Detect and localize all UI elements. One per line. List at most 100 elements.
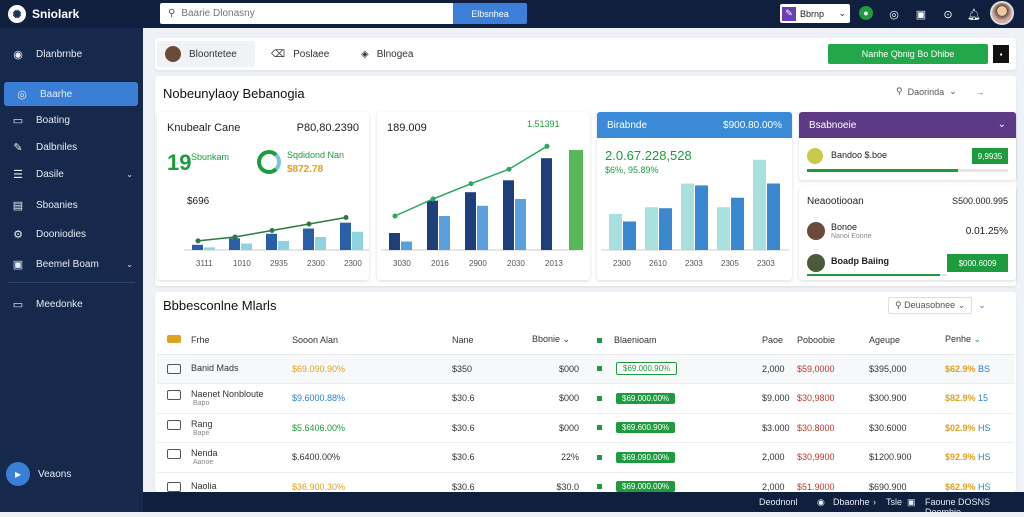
edit-icon: ✎: [13, 141, 23, 154]
footer-mid1[interactable]: Dbaonhe: [833, 497, 870, 507]
search-box[interactable]: ⚲: [160, 3, 454, 24]
penhe-tail: HS: [978, 481, 991, 492]
brand-logo[interactable]: ✺ Sniolark: [0, 5, 143, 23]
row-label: Bonoe: [831, 222, 858, 232]
tab-0[interactable]: Bloontetee: [157, 41, 255, 67]
bar-highlight: [569, 150, 583, 250]
column-header[interactable]: Sooon Alan: [292, 326, 452, 355]
panel-controls[interactable]: ⚲ Daorinda ⌄ →: [896, 86, 985, 97]
status-badge[interactable]: $69.000.90%: [616, 362, 678, 376]
sidebar: ◉ Dlanbrnbe ◎ Baarhe ▭ Boating ✎ Dalbniles ☰…: [0, 28, 143, 512]
column-label: Blaenioam: [614, 334, 657, 345]
sidebar-item-6[interactable]: ⚙ Dooniodies: [0, 222, 143, 246]
table-row[interactable]: Rang Bape $5.6406.00% $30.6 $000 $69.600.90% $…: [157, 413, 1014, 443]
donut-label: Sqdidond Nan: [287, 150, 345, 160]
status-dot: [597, 395, 602, 401]
column-header[interactable]: Penhe ⌄: [945, 326, 1014, 355]
sidebar-item-8[interactable]: ▭ Meedonke: [0, 292, 143, 316]
footer-right[interactable]: Faoune DOSNS Deemhie: [925, 497, 991, 517]
row-button[interactable]: $000.6009: [947, 254, 1008, 272]
cell-badge: $69.600.90%: [597, 413, 762, 443]
bell-icon[interactable]: 🔔︎: [967, 8, 981, 21]
user-avatar[interactable]: [990, 1, 1014, 25]
avatar: [165, 46, 181, 62]
row-name: Naenet Nonbloute: [191, 389, 264, 400]
row-label: Boadp Baiing: [831, 256, 889, 266]
sidebar-item-0[interactable]: ◉ Dlanbrnbe: [0, 42, 143, 66]
trend-point-0: [195, 238, 201, 244]
sidebar-item-1[interactable]: ◎ Baarhe: [4, 82, 138, 106]
column-header[interactable]: Blaenioam: [597, 326, 762, 355]
chevron-down-icon[interactable]: ⌄: [978, 300, 986, 310]
settings-icon: ⚙: [13, 228, 23, 241]
sidebar-item-label: Sboanies: [36, 199, 78, 211]
sidebar-item-label: Meedonke: [36, 298, 83, 310]
x-tick-label: 3030: [393, 259, 411, 268]
bar-series1-3: [731, 197, 744, 250]
tag-icon: ⌫: [271, 48, 286, 60]
search-button[interactable]: Elbsnhea: [453, 3, 527, 24]
tab-label: Blnogea: [376, 48, 414, 60]
sidebar-item-3[interactable]: ✎ Dalbniles: [0, 135, 143, 159]
row-icon: [167, 482, 181, 493]
column-header[interactable]: Nane: [452, 326, 532, 355]
table-row[interactable]: Banid Mads $69.090.90% $350 $000 $69.000.90%…: [157, 354, 1014, 384]
calendar-icon[interactable]: ▣: [915, 8, 927, 21]
card-title: Bsabnoeie: [809, 120, 857, 131]
cell-name: Banid Mads: [157, 354, 292, 384]
table-title: Bbbesconlne Mlarls: [163, 298, 277, 313]
x-tick-label: 2300: [344, 259, 362, 268]
workspace-selector[interactable]: ✎ Bbrnp ⌄: [780, 4, 850, 23]
cell-name: Nenda Aanoe: [157, 442, 292, 473]
status-badge[interactable]: $69.000.00%: [616, 481, 676, 493]
cell-bbonie: 22%: [532, 442, 597, 473]
column-header[interactable]: Paoe: [762, 326, 797, 355]
tab-2[interactable]: ◈ Blnogea: [353, 41, 421, 67]
alert-icon[interactable]: ⊙: [943, 8, 953, 21]
chevron-down-icon: ⌄: [126, 259, 133, 269]
notification-icon[interactable]: ●: [859, 6, 873, 20]
table-row[interactable]: Nenda Aanoe $.6400.00% $30.6 22% $69.090.00% 2…: [157, 442, 1014, 473]
column-header[interactable]: Bbonie ⌄: [532, 326, 597, 355]
cell-paoe: 2,000: [762, 354, 797, 384]
sidebar-item-5[interactable]: ▤ Sboanies: [0, 193, 143, 217]
chart-card-1: Knubealr Cane P80,80.2390 19 Sbunkam $69…: [157, 112, 369, 280]
column-header[interactable]: Poboobie: [797, 326, 869, 355]
card-value: P80,80.2390: [296, 122, 359, 134]
row-button[interactable]: 9,9935: [972, 148, 1008, 164]
status-badge[interactable]: $69.000.00%: [616, 392, 676, 404]
table-controls: ⚲ Deuasobnee ⌄ ⌄: [888, 297, 986, 314]
bar-series0-0: [609, 213, 622, 250]
tab-1[interactable]: ⌫ Poslaee: [263, 41, 337, 67]
cell-ageupe: $1200.900: [869, 442, 945, 473]
chart-2-svg: 3030 2016 2900 2030 2013: [381, 143, 583, 268]
cell-poboobie: $59,0000: [797, 354, 869, 384]
folder-icon: [167, 334, 181, 343]
column-header[interactable]: Frhe: [157, 326, 292, 355]
bar-series1-2: [477, 205, 488, 250]
primary-action-button[interactable]: Nanhe Qbnig Bo Dhibe: [828, 44, 988, 64]
bar-series1-1: [241, 243, 252, 250]
help-icon[interactable]: ◎: [889, 8, 899, 21]
table-row[interactable]: Naenet Nonbloute Bapo $9.6000.88% $30.6 $000…: [157, 383, 1014, 414]
status-badge[interactable]: $69.600.90%: [616, 422, 676, 434]
sidebar-item-7[interactable]: ▣ Beemel Boam ⌄: [0, 252, 143, 276]
footer-mid2[interactable]: Tsle: [886, 497, 903, 507]
cell-paoe: $3.000: [762, 413, 797, 443]
footer-left[interactable]: Deodnonl: [759, 497, 798, 507]
sidebar-item-label: Beemel Boam: [36, 258, 99, 270]
menu-icon[interactable]: ▪: [993, 45, 1009, 63]
status-dot: [597, 454, 602, 460]
x-tick-label: 2303: [685, 259, 703, 268]
search-input[interactable]: [181, 8, 432, 19]
sidebar-item-2[interactable]: ▭ Boating: [0, 108, 143, 132]
cell-nane: $30.6: [452, 442, 532, 473]
sidebar-item-4[interactable]: ☰ Dasile ⌄: [0, 162, 143, 186]
sidebar-bottom-link[interactable]: ▸ Veaons: [6, 462, 71, 486]
column-header[interactable]: Ageupe: [869, 326, 945, 355]
chevron-down-icon[interactable]: ⌄: [997, 119, 1006, 130]
row-icon: [167, 364, 181, 375]
bar-series1-3: [315, 237, 326, 250]
status-badge[interactable]: $69.090.00%: [616, 451, 676, 463]
table-filter-dropdown[interactable]: ⚲ Deuasobnee ⌄: [888, 297, 973, 314]
